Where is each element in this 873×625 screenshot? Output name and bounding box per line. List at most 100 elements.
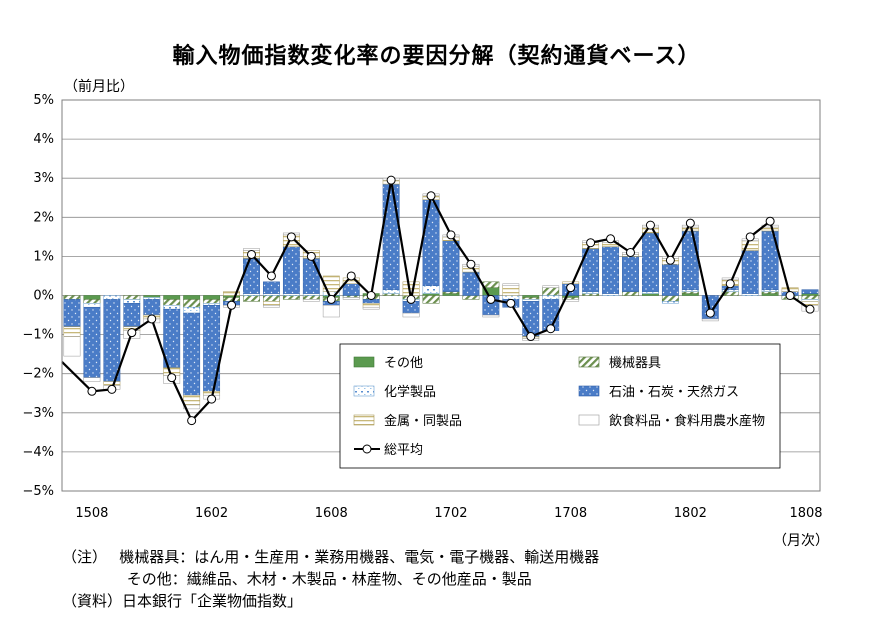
average-polyline	[61, 179, 811, 423]
average-point	[506, 298, 516, 308]
bar-segment-other	[422, 293, 440, 296]
average-point	[705, 308, 715, 318]
average-point	[107, 384, 117, 394]
bar-segment-oil	[681, 230, 699, 290]
x-unit-label: （月次）	[773, 533, 829, 549]
average-point	[227, 300, 237, 310]
bar-segment-chemicals	[382, 289, 400, 294]
bar-segment-oil	[522, 301, 540, 337]
bar-segment-oil	[642, 232, 659, 292]
average-point	[606, 234, 616, 244]
bar-segment-oil	[83, 306, 101, 378]
bar-segment-oil	[302, 258, 320, 294]
bar-segment-food	[402, 312, 420, 318]
bar-segment-metals	[761, 226, 779, 232]
bar-segment-other	[203, 295, 221, 300]
bar-segment-machinery	[582, 293, 600, 296]
legend-label-food: 飲食料品・食料用農水産物	[609, 413, 765, 429]
bar-segment-chemicals	[741, 293, 759, 296]
bar-segment-machinery	[203, 299, 221, 304]
bar-segment-food	[701, 318, 719, 322]
average-point	[306, 251, 316, 261]
bar-segment-other	[761, 293, 779, 296]
bar-segment-oil	[143, 299, 161, 316]
average-point	[765, 216, 775, 226]
bar-segment-oil	[263, 281, 280, 294]
bar-segment-other	[442, 293, 460, 296]
average-point	[147, 314, 157, 324]
note-source: （資料）日本銀行「企業物価指数」	[62, 592, 303, 610]
average-point	[466, 259, 476, 269]
bar-segment-chemicals	[103, 295, 121, 300]
bar-segment-oil	[342, 283, 360, 296]
bar-segment-machinery	[522, 297, 540, 300]
bar-segment-other	[223, 295, 240, 298]
y-tick-label: 2%	[33, 210, 54, 225]
average-point	[286, 232, 296, 242]
bar-segment-machinery	[442, 291, 460, 294]
legend-box	[339, 343, 781, 469]
bar-segment-machinery	[622, 291, 639, 296]
legend-swatch-chemicals	[353, 385, 375, 397]
bar-segment-food	[362, 306, 380, 310]
average-point	[87, 386, 97, 396]
bar-segment-oil	[741, 250, 759, 294]
bar-segment-other	[143, 295, 161, 298]
x-tick-label: 1808	[789, 506, 822, 521]
x-tick-label: 1602	[195, 506, 228, 521]
average-point	[725, 279, 735, 289]
y-tick-label: 0%	[33, 289, 54, 304]
bar-segment-metals	[502, 285, 520, 296]
bar-segment-metals	[223, 291, 240, 296]
bar-segment-oil	[282, 246, 300, 294]
x-tick-label: 1708	[554, 506, 587, 521]
legend-swatch-machinery	[578, 356, 600, 368]
y-tick-label: −5%	[22, 484, 54, 499]
bar-segment-chemicals	[203, 303, 221, 306]
legend-swatch-food	[578, 414, 600, 426]
bar-segment-machinery	[801, 295, 819, 300]
legend-label-metals: 金属・同製品	[384, 413, 462, 429]
average-point	[426, 191, 436, 201]
bar-segment-machinery	[542, 287, 560, 296]
bar-segment-chemicals	[801, 299, 819, 302]
bar-segment-machinery	[661, 295, 679, 302]
bar-segment-chemicals	[123, 299, 141, 304]
average-point	[446, 230, 456, 240]
bar-segment-machinery	[342, 295, 360, 298]
average-point	[685, 218, 695, 228]
note-other: その他：繊維品、木材・木製品・林産物、その他産品・製品	[62, 570, 532, 588]
bar-segment-food	[183, 404, 201, 410]
bar-segment-other	[522, 295, 540, 298]
bar-segment-chemicals	[582, 291, 600, 294]
note-machinery: （注） 機械器具：はん用・生産用・業務用機器、電気・電子機器、輸送用機器	[62, 548, 600, 566]
average-point	[665, 255, 675, 265]
average-point	[785, 291, 795, 300]
bar-segment-machinery	[681, 291, 699, 294]
legend-label-chemicals: 化学製品	[384, 384, 436, 400]
bar-segment-machinery	[263, 295, 280, 302]
bar-segment-chemicals	[302, 293, 320, 296]
bar-segment-metals	[63, 326, 81, 337]
bar-segment-oil	[422, 199, 440, 286]
chart-title: 輸入物価指数変化率の要因分解（契約通貨ベース）	[172, 44, 701, 69]
bar-segment-food	[83, 377, 101, 382]
bar-segment-metals	[183, 394, 201, 406]
bar-segment-food	[263, 305, 280, 308]
bar-segment-food	[342, 297, 360, 300]
bar-segment-other	[163, 295, 181, 300]
average-point	[167, 373, 177, 383]
bar-segment-machinery	[382, 293, 400, 296]
average-point	[566, 283, 576, 293]
bar-segment-food	[482, 314, 500, 318]
bar-segment-machinery	[761, 291, 779, 294]
bar-segment-other	[642, 293, 659, 296]
bar-segment-oil	[801, 289, 819, 294]
average-point	[247, 249, 256, 259]
legend-swatch-metals	[353, 414, 375, 426]
average-point	[207, 394, 217, 404]
bar-segment-chemicals	[263, 293, 280, 296]
bar-segment-metals	[362, 303, 380, 308]
